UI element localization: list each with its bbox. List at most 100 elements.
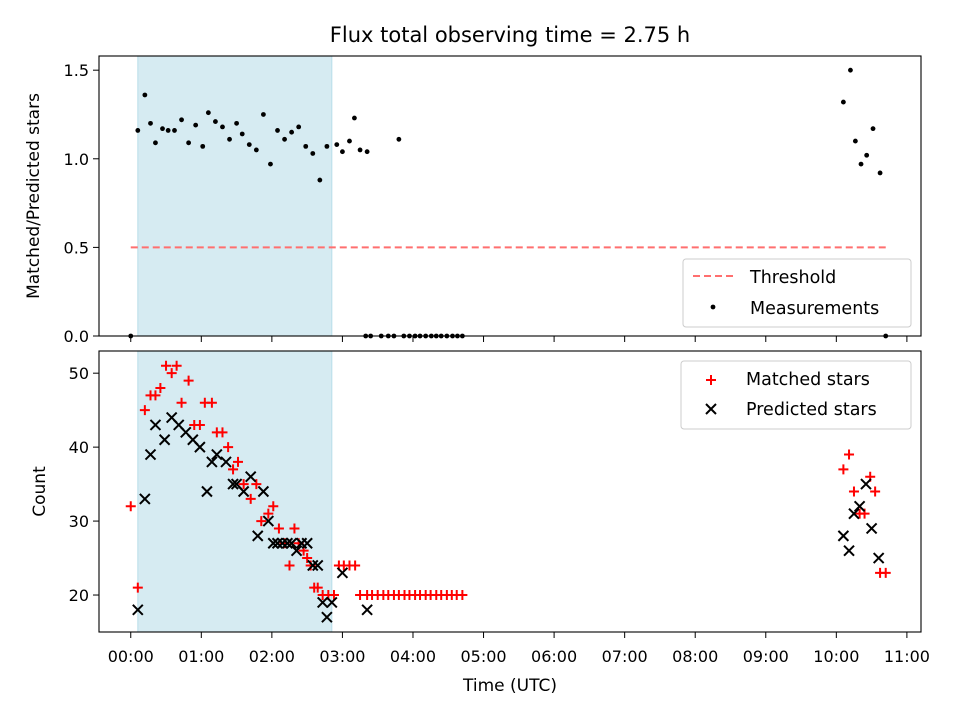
predicted-star-point bbox=[237, 485, 250, 498]
matched-star-point bbox=[302, 553, 313, 564]
bottom-y-tick-label: 40 bbox=[69, 438, 89, 457]
measurement-point bbox=[239, 131, 245, 137]
top-legend: Threshold Measurements bbox=[682, 258, 912, 328]
measurement-point bbox=[334, 142, 340, 148]
predicted-star-point bbox=[144, 448, 157, 461]
measurement-point bbox=[364, 149, 370, 155]
x-tick-label: 07:00 bbox=[602, 647, 648, 666]
legend-matched-marker bbox=[706, 375, 716, 385]
predicted-star-point bbox=[848, 507, 860, 520]
matched-star-point bbox=[139, 405, 150, 416]
x-tick-label: 09:00 bbox=[743, 647, 789, 666]
predicted-star-point bbox=[194, 441, 206, 453]
measurement-point bbox=[870, 126, 876, 132]
top-panel: 0.0 0.5 1.0 1.5 Matched/Predicted stars Thr… bbox=[24, 55, 922, 346]
measurement-point bbox=[347, 138, 352, 144]
matched-star-point bbox=[844, 449, 855, 460]
predicted-star-point bbox=[252, 530, 264, 542]
measurement-point bbox=[135, 128, 141, 133]
predicted-star-point bbox=[326, 596, 338, 609]
predicted-star-point bbox=[211, 448, 223, 461]
matched-star-point bbox=[251, 479, 262, 490]
measurement-point bbox=[268, 161, 273, 167]
predicted-star-point bbox=[312, 559, 324, 572]
bottom-y-tick-label: 50 bbox=[69, 364, 89, 383]
predicted-star-point bbox=[206, 456, 218, 468]
matched-star-point bbox=[183, 375, 194, 386]
top-observing-span bbox=[137, 55, 333, 337]
predicted-star-point bbox=[872, 552, 885, 564]
predicted-star-point bbox=[267, 537, 279, 549]
matched-star-point bbox=[256, 516, 267, 527]
measurement-point bbox=[227, 136, 232, 142]
predicted-star-point bbox=[301, 537, 313, 549]
measurement-point bbox=[840, 99, 846, 105]
bottom-y-tick-label: 20 bbox=[69, 586, 89, 605]
measurement-point bbox=[352, 115, 357, 121]
legend-threshold-label: Threshold bbox=[749, 268, 836, 288]
measurement-point bbox=[205, 110, 211, 116]
measurement-point bbox=[310, 151, 316, 156]
measurement-point bbox=[193, 122, 199, 128]
matched-star-point bbox=[263, 508, 274, 519]
predicted-star-point bbox=[336, 567, 349, 579]
predicted-star-point bbox=[158, 434, 171, 446]
x-tick-label: 00:00 bbox=[108, 647, 154, 666]
x-tick-label: 03:00 bbox=[319, 647, 365, 666]
predicted-star-point bbox=[132, 604, 144, 616]
top-y-tick-label: 0.0 bbox=[64, 327, 89, 346]
x-tick-label: 11:00 bbox=[884, 647, 930, 666]
matched-star-point bbox=[350, 560, 361, 571]
matched-star-point bbox=[870, 486, 881, 497]
measurement-point bbox=[234, 120, 239, 126]
measurement-point bbox=[324, 143, 330, 149]
measurement-point bbox=[148, 120, 153, 126]
predicted-star-point bbox=[290, 544, 303, 557]
matched-star-point bbox=[176, 397, 187, 408]
x-tick-label: 08:00 bbox=[672, 647, 718, 666]
legend-matched-label: Matched stars bbox=[746, 370, 870, 390]
measurement-point bbox=[172, 128, 177, 133]
legend-predicted-label: Predicted stars bbox=[746, 400, 877, 420]
predicted-star-point bbox=[837, 530, 850, 542]
measurement-point bbox=[186, 140, 192, 146]
predicted-star-point bbox=[321, 611, 333, 623]
predicted-star-point bbox=[244, 471, 257, 483]
bottom-y-tick-label: 30 bbox=[69, 512, 89, 531]
top-legend-box bbox=[682, 258, 912, 328]
x-tick-label: 04:00 bbox=[390, 647, 436, 666]
measurement-point bbox=[275, 128, 280, 133]
measurement-point bbox=[160, 126, 165, 132]
matched-star-point bbox=[289, 523, 300, 534]
predicted-star-point bbox=[853, 500, 866, 512]
measurement-point bbox=[261, 112, 266, 117]
bottom-panel: 20 30 40 50 00:00 01:00 02:00 03:00 04:00 05:00 0… bbox=[30, 350, 930, 696]
bottom-y-axis-label: Count bbox=[30, 466, 50, 517]
top-y-axis-label: Matched/Predicted stars bbox=[24, 93, 44, 299]
measurement-point bbox=[317, 177, 323, 183]
x-tick-label: 02:00 bbox=[249, 647, 295, 666]
bottom-legend-box bbox=[680, 360, 912, 430]
bottom-plot-frame bbox=[98, 350, 922, 633]
matched-star-point bbox=[194, 419, 205, 430]
matched-star-point bbox=[245, 493, 256, 504]
measurement-point bbox=[220, 124, 225, 130]
legend-measurements-label: Measurements bbox=[750, 299, 879, 319]
matched-star-point bbox=[217, 427, 228, 438]
matched-star-point bbox=[125, 501, 136, 512]
measurement-point bbox=[877, 170, 883, 176]
matched-star-point bbox=[161, 360, 172, 371]
measurement-point bbox=[864, 152, 870, 158]
measurement-point bbox=[296, 124, 302, 130]
predicted-star-point bbox=[316, 596, 329, 609]
predicted-star-point bbox=[227, 478, 239, 490]
predicted-star-point bbox=[865, 522, 878, 535]
measurement-point bbox=[396, 136, 402, 142]
predicted-star-point bbox=[220, 456, 232, 468]
measurement-point bbox=[142, 92, 148, 98]
matched-star-point bbox=[166, 368, 177, 379]
predicted-star-point bbox=[860, 478, 872, 490]
measurement-point bbox=[253, 147, 259, 153]
measurement-point bbox=[848, 67, 853, 73]
